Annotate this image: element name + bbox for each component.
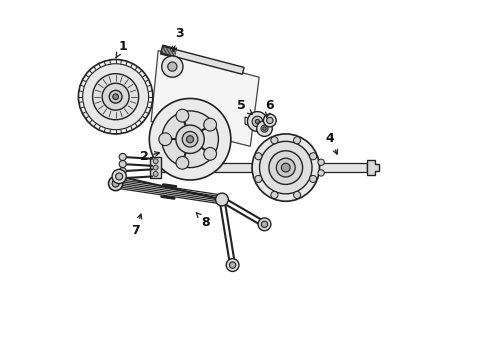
Circle shape xyxy=(252,116,263,127)
Circle shape xyxy=(267,117,273,123)
Circle shape xyxy=(78,59,153,134)
Circle shape xyxy=(176,125,204,153)
Circle shape xyxy=(264,114,276,127)
Circle shape xyxy=(182,131,198,147)
Circle shape xyxy=(294,192,301,198)
Circle shape xyxy=(162,56,183,77)
Circle shape xyxy=(218,195,226,204)
Circle shape xyxy=(119,153,126,161)
Circle shape xyxy=(176,109,189,122)
Circle shape xyxy=(204,148,217,160)
Text: 5: 5 xyxy=(237,99,252,114)
Circle shape xyxy=(263,127,266,130)
Circle shape xyxy=(261,221,268,228)
Text: 6: 6 xyxy=(266,99,274,118)
Circle shape xyxy=(226,259,239,271)
Circle shape xyxy=(116,173,122,180)
Circle shape xyxy=(260,141,312,194)
Circle shape xyxy=(276,158,295,177)
Circle shape xyxy=(112,180,119,187)
Circle shape xyxy=(216,193,228,206)
Circle shape xyxy=(318,170,324,176)
Circle shape xyxy=(261,125,268,132)
Circle shape xyxy=(153,171,158,176)
Circle shape xyxy=(102,83,129,110)
Circle shape xyxy=(220,197,224,202)
Circle shape xyxy=(247,112,268,131)
Circle shape xyxy=(271,192,278,198)
Circle shape xyxy=(255,120,260,123)
Circle shape xyxy=(119,161,126,168)
Circle shape xyxy=(269,151,303,184)
Circle shape xyxy=(83,64,148,130)
Text: 2: 2 xyxy=(140,150,159,163)
Text: 7: 7 xyxy=(131,214,142,237)
Text: 8: 8 xyxy=(196,213,210,229)
Polygon shape xyxy=(161,46,244,74)
Circle shape xyxy=(153,165,158,170)
Polygon shape xyxy=(245,117,262,131)
Circle shape xyxy=(119,175,126,182)
Circle shape xyxy=(119,168,126,175)
Circle shape xyxy=(93,74,139,120)
Circle shape xyxy=(162,111,219,168)
Circle shape xyxy=(229,262,236,268)
Circle shape xyxy=(109,176,122,191)
Circle shape xyxy=(310,175,317,183)
Polygon shape xyxy=(156,163,252,172)
Circle shape xyxy=(112,169,126,184)
Polygon shape xyxy=(368,160,379,175)
Circle shape xyxy=(168,62,177,71)
Circle shape xyxy=(217,194,227,205)
Circle shape xyxy=(153,159,158,164)
Text: 3: 3 xyxy=(172,27,184,51)
Text: 1: 1 xyxy=(116,40,127,58)
Circle shape xyxy=(176,157,189,169)
Circle shape xyxy=(149,99,231,180)
Polygon shape xyxy=(319,163,368,172)
Circle shape xyxy=(113,94,119,100)
Circle shape xyxy=(271,137,278,144)
Circle shape xyxy=(109,90,122,103)
Text: 4: 4 xyxy=(326,132,338,154)
Circle shape xyxy=(318,159,324,166)
Circle shape xyxy=(252,134,319,201)
Circle shape xyxy=(294,137,301,144)
Polygon shape xyxy=(150,157,161,178)
Circle shape xyxy=(159,133,171,145)
Circle shape xyxy=(258,218,271,231)
Circle shape xyxy=(204,118,217,131)
Circle shape xyxy=(255,175,262,183)
Circle shape xyxy=(255,153,262,160)
Circle shape xyxy=(187,136,194,143)
Circle shape xyxy=(310,153,317,160)
Circle shape xyxy=(257,121,272,136)
Polygon shape xyxy=(151,51,259,146)
Circle shape xyxy=(281,163,290,172)
